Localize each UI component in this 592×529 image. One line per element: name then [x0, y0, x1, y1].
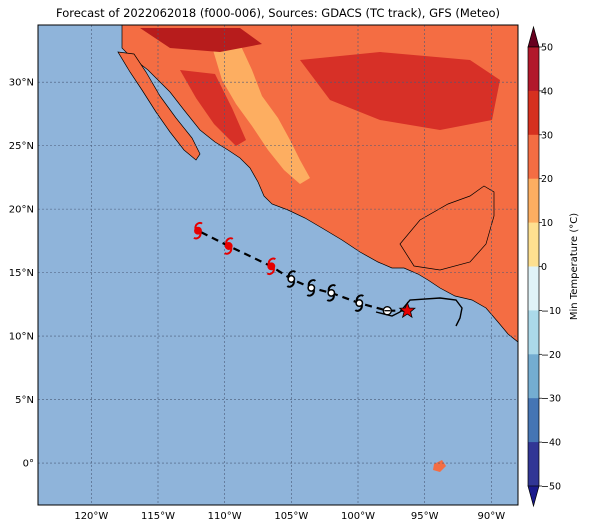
colorbar-band [528, 90, 539, 136]
land-baja-california [117, 51, 201, 161]
colorbar-tick-label: 20 [541, 174, 553, 185]
colorbar-tick-label: 10 [541, 218, 553, 229]
colorbar-tick-label: 40 [541, 86, 553, 97]
colorbar-tick-label: −50 [541, 482, 561, 493]
longitude-tick-label: 120°W [74, 511, 108, 522]
latitude-tick-label: 30°N [9, 78, 34, 89]
colorbar-tick-label: −40 [541, 438, 561, 449]
colorbar-band [528, 354, 539, 399]
longitude-tick-label: 110°W [208, 511, 242, 522]
longitude-tick-label: 105°W [274, 511, 308, 522]
current-position-star-icon [398, 301, 416, 319]
depression-symbol [382, 306, 392, 316]
colorbar-tick-label: −30 [541, 394, 561, 405]
temperature-colorbar: 50 40 30 20 10 0 −10 −20 −30 −40 −50 Min Temperatur… [527, 25, 580, 508]
longitude-labels: 120°W 115°W 110°W 105°W 100°W 95°W 90°W [74, 511, 505, 522]
storm-track-symbols [193, 221, 416, 319]
colorbar-band [528, 442, 539, 487]
tropical-storm-symbol [326, 284, 337, 302]
latitude-tick-label: 0° [23, 459, 34, 470]
colorbar-tick-label: 50 [541, 43, 553, 54]
latitude-labels: 0° 5°N 10°N 15°N 20°N 25°N 30°N [9, 78, 34, 470]
land-hot-region [300, 52, 500, 130]
land-plateau [210, 40, 310, 184]
latitude-tick-label: 5°N [15, 395, 34, 406]
gridlines [38, 25, 518, 505]
colorbar-tick-label: 30 [541, 130, 553, 141]
colorbar-band [528, 178, 539, 224]
latitude-tick-label: 25°N [9, 141, 34, 152]
longitude-tick-label: 115°W [141, 511, 175, 522]
colorbar-tick-label: −20 [541, 350, 561, 361]
colorbar-band [528, 134, 539, 180]
tropical-storm-symbol [286, 270, 297, 288]
longitude-tick-label: 95°W [411, 511, 439, 522]
colorbar-band [528, 222, 539, 267]
colorbar-extend-max [527, 25, 540, 48]
colorbar-band [528, 47, 539, 92]
observed-track-line [375, 297, 463, 327]
land-yucatan [399, 185, 495, 271]
longitude-tick-label: 90°W [478, 511, 506, 522]
land-hottest-region [140, 28, 262, 52]
map-title: Forecast of 2022062018 (f000-006), Sourc… [56, 6, 500, 20]
land-hot-region [180, 70, 246, 146]
latitude-tick-label: 10°N [9, 332, 34, 343]
colorbar-tick-label: −10 [541, 306, 561, 317]
hurricane-symbol [193, 221, 203, 240]
latitude-tick-label: 15°N [9, 268, 34, 279]
tropical-storm-symbol [354, 294, 365, 312]
hurricane-symbol [223, 237, 234, 255]
colorbar-band [528, 398, 539, 443]
latitude-tick-label: 20°N [9, 205, 34, 216]
map-panel [38, 25, 518, 505]
map-frame [37, 24, 519, 506]
longitude-tick-label: 100°W [341, 511, 375, 522]
colorbar-tick-label: 0 [541, 262, 547, 273]
colorbar-extend-min [527, 485, 540, 508]
colorbar-band [528, 266, 539, 311]
hurricane-symbol [266, 257, 277, 276]
colorbar-label: Min Temperature (°C) [569, 213, 580, 320]
colorbar-band [528, 310, 539, 355]
tropical-storm-symbol [306, 279, 317, 297]
